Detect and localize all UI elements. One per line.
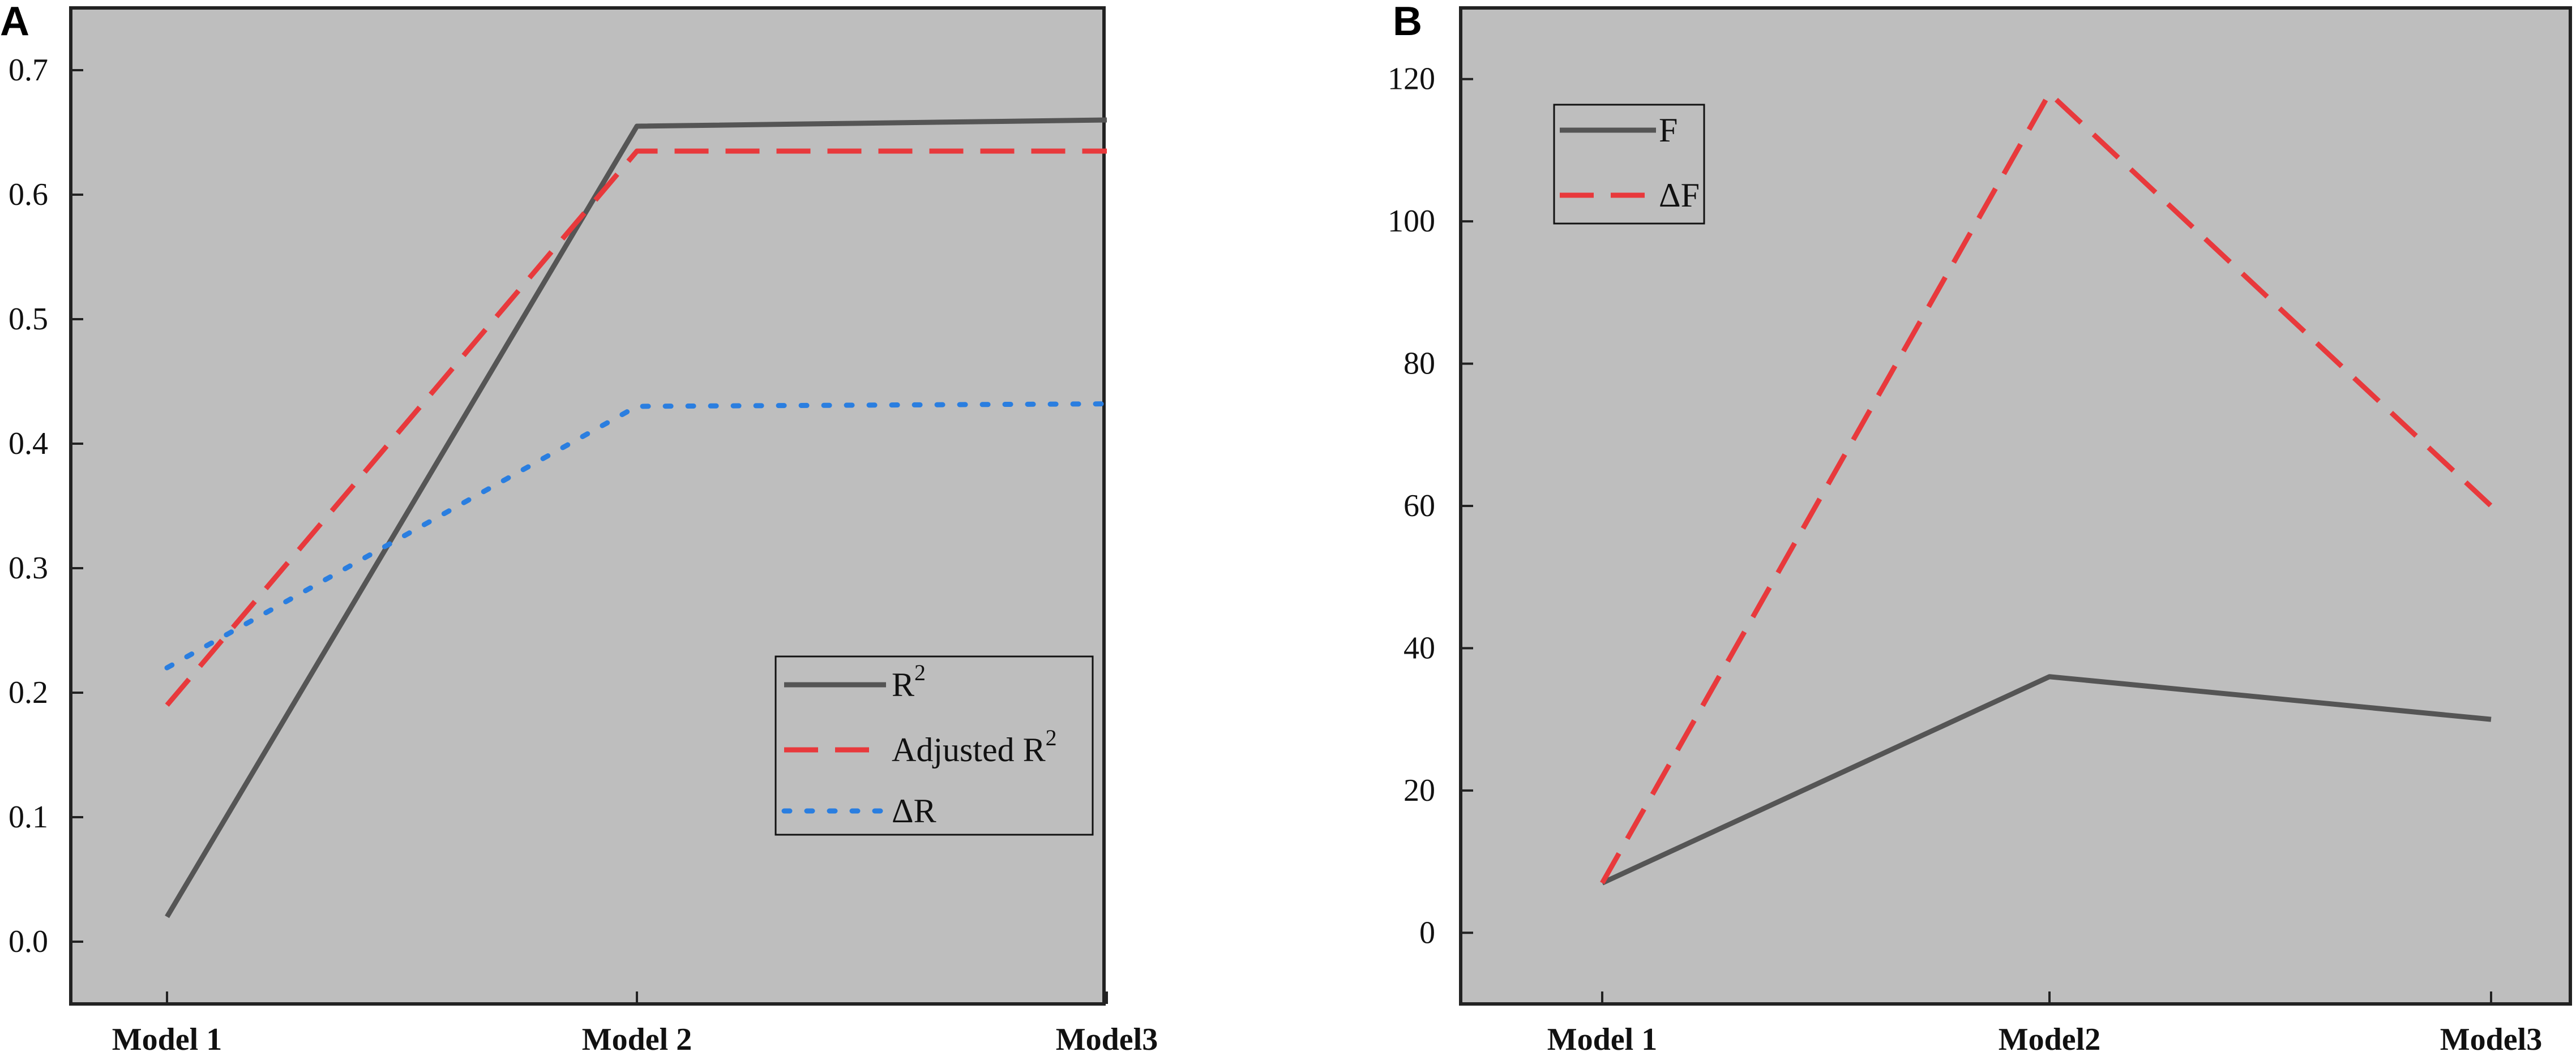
y-tick-label: 0.1 — [8, 800, 48, 835]
x-tick-label: Model 1 — [112, 1022, 222, 1056]
y-tick-label: 0.7 — [8, 53, 48, 88]
x-tick-label: Model 1 — [1547, 1022, 1657, 1056]
y-tick-label: 0.0 — [8, 924, 48, 959]
legend-label-0: R2 — [892, 660, 926, 703]
series-line-0 — [165, 117, 1107, 918]
y-tick-label: 0.3 — [8, 551, 48, 586]
panel-a-letter: A — [0, 0, 29, 44]
panel-a-x-axis: Model 1 Model 2 Model3 — [112, 991, 1158, 1056]
series-line-1 — [165, 148, 1107, 707]
x-tick-label: Model3 — [2440, 1022, 2542, 1056]
series-line-2 — [164, 401, 1110, 671]
y-tick-label: 20 — [1403, 773, 1435, 808]
panel-b-letter: B — [1393, 0, 1422, 44]
x-tick-label: Model2 — [1999, 1022, 2100, 1056]
x-tick-label: Model 2 — [582, 1022, 692, 1056]
panel-b-series-lines — [1600, 91, 2493, 886]
y-tick-label: 0.4 — [8, 426, 48, 461]
panel-a-plot-area — [69, 6, 1106, 1006]
series-line-0 — [1601, 674, 2492, 886]
legend-label-0: F — [1659, 111, 1678, 149]
panel-b-chart: B 0 20 40 60 80 100 120 Model 1 Model2 Model3 FΔ… — [1388, 0, 2572, 1056]
y-tick-label: 0.5 — [8, 302, 48, 337]
legend-label-1: Adjusted R2 — [892, 725, 1057, 769]
y-tick-label: 60 — [1403, 488, 1435, 523]
y-tick-label: 0.2 — [8, 675, 48, 710]
y-tick-label: 100 — [1388, 204, 1435, 239]
panel-a-chart: A 0.00.10.20.30.40.50.60.7 Model 1 Model … — [0, 0, 1158, 1056]
panel-b-x-axis: Model 1 Model2 Model3 — [1547, 991, 2542, 1056]
panel-b-legend-box — [1553, 104, 1705, 225]
y-tick-label: 40 — [1403, 630, 1435, 666]
y-tick-label: 0.6 — [8, 177, 48, 212]
legend-label-1: ΔF — [1659, 177, 1700, 214]
panel-b-y-axis: 0 20 40 60 80 100 120 — [1388, 62, 1473, 950]
y-tick-label: 80 — [1403, 346, 1435, 381]
x-tick-label: Model3 — [1056, 1022, 1158, 1056]
y-tick-label: 0 — [1419, 915, 1435, 950]
panel-a-legend: R2 Adjusted R2 ΔR — [774, 655, 1094, 836]
legend-label-2: ΔR — [892, 792, 936, 830]
panel-b-legend: F ΔF — [1553, 104, 1705, 225]
panel-a-y-axis: 0.0 0.1 0.2 0.3 0.4 0.5 0.6 0.7 — [8, 53, 83, 959]
panel-a-series-lines — [164, 117, 1110, 918]
y-tick-label: 120 — [1388, 62, 1435, 97]
